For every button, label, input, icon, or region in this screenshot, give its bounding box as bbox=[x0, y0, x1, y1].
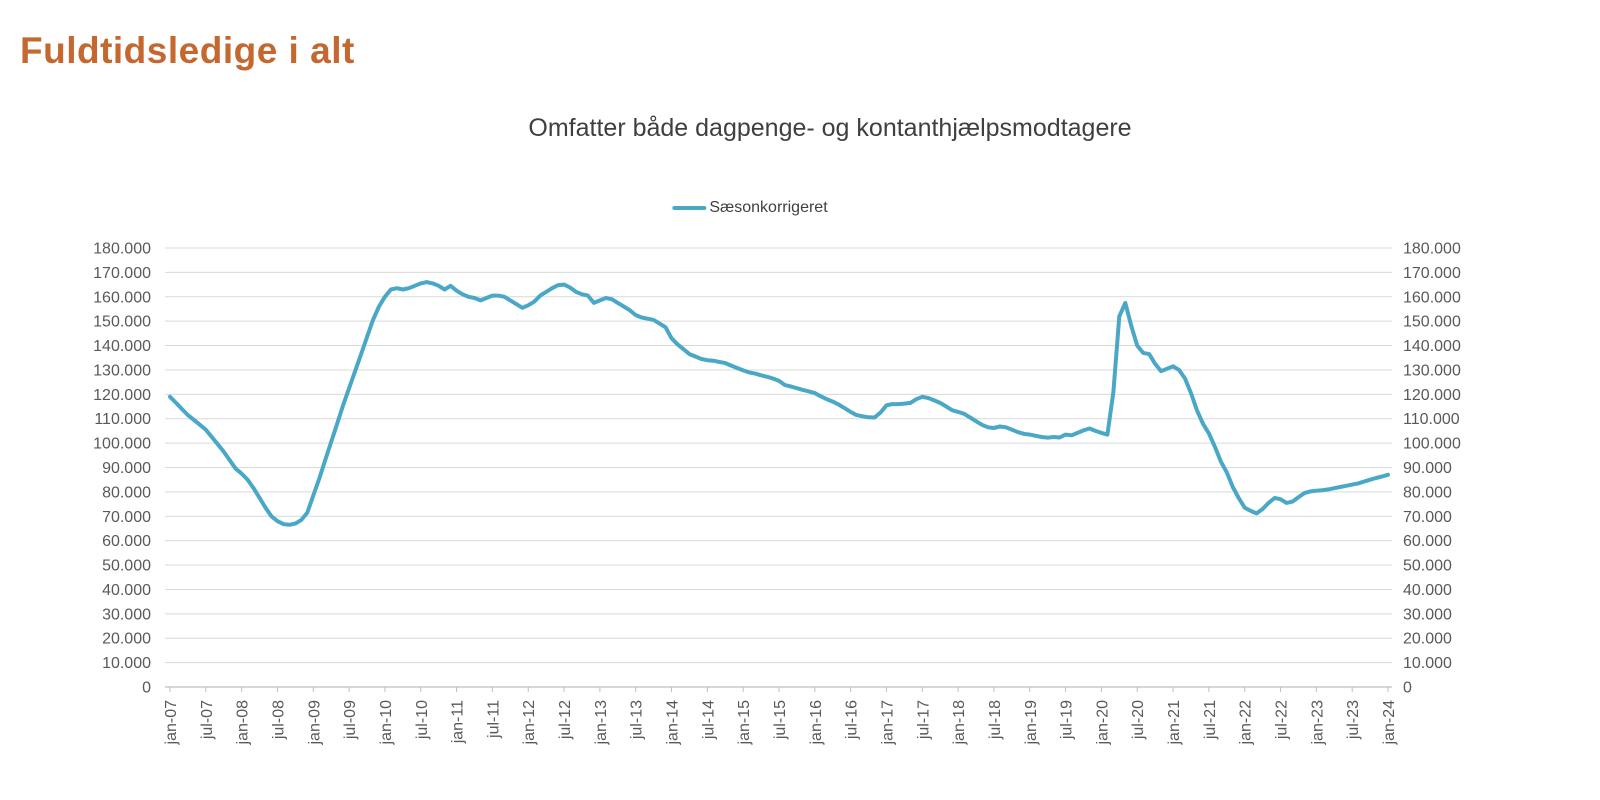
y-axis-label-left: 120.000 bbox=[93, 387, 151, 404]
y-axis-label-right: 70.000 bbox=[1403, 509, 1452, 526]
series-line-saesonkorrigeret bbox=[168, 280, 1390, 527]
x-axis-label: jan-22 bbox=[1238, 700, 1255, 746]
x-axis-label: jan-21 bbox=[1166, 700, 1183, 746]
legend: Sæsonkorrigeret bbox=[672, 199, 828, 217]
y-axis-label-right: 90.000 bbox=[1403, 460, 1452, 477]
y-axis-label-left: 0 bbox=[142, 680, 151, 697]
x-axis-label: jan-08 bbox=[235, 700, 252, 746]
page-title: Fuldtidsledige i alt bbox=[20, 30, 355, 71]
y-axis-label-right: 10.000 bbox=[1403, 655, 1452, 672]
x-axis-label: jul-07 bbox=[199, 700, 216, 740]
y-axis-label-left: 40.000 bbox=[102, 582, 151, 599]
y-axis-label-right: 0 bbox=[1403, 680, 1412, 697]
x-axis-label: jan-09 bbox=[306, 700, 323, 746]
y-axis-label-right: 20.000 bbox=[1403, 631, 1452, 648]
y-axis-label-right: 180.000 bbox=[1403, 241, 1461, 258]
y-axis-label-left: 130.000 bbox=[93, 362, 151, 379]
x-axis-label: jul-11 bbox=[485, 700, 502, 739]
x-axis-label: jul-12 bbox=[557, 700, 574, 740]
y-axis-label-left: 170.000 bbox=[93, 265, 151, 282]
x-axis-label: jan-07 bbox=[163, 700, 180, 746]
x-axis-label: jan-17 bbox=[879, 700, 896, 746]
chart-subtitle: Omfatter både dagpenge- og kontanthjælps… bbox=[528, 114, 1132, 142]
x-axis-label: jul-18 bbox=[987, 700, 1004, 740]
x-axis-label: jan-12 bbox=[521, 700, 538, 746]
x-axis-label: jan-16 bbox=[808, 700, 825, 746]
y-axis-label-right: 50.000 bbox=[1403, 558, 1452, 575]
y-axis-label-left: 90.000 bbox=[102, 460, 151, 477]
y-axis-label-right: 130.000 bbox=[1403, 362, 1461, 379]
y-axis-label-right: 140.000 bbox=[1403, 338, 1461, 355]
x-axis-label: jul-09 bbox=[342, 700, 359, 740]
x-axis-label: jan-20 bbox=[1094, 700, 1111, 746]
x-axis-label: jan-15 bbox=[736, 700, 753, 746]
y-axis-label-left: 180.000 bbox=[93, 241, 151, 258]
legend-line-swatch-icon bbox=[672, 206, 707, 210]
y-axis-label-right: 100.000 bbox=[1403, 436, 1461, 453]
y-axis-label-right: 160.000 bbox=[1403, 289, 1461, 306]
x-axis-label: jul-17 bbox=[915, 700, 932, 740]
y-axis-label-left: 60.000 bbox=[102, 533, 151, 550]
y-axis-label-right: 110.000 bbox=[1403, 411, 1460, 428]
y-axis-label-left: 140.000 bbox=[93, 338, 151, 355]
x-axis-label: jan-19 bbox=[1023, 700, 1040, 746]
x-axis-label: jul-23 bbox=[1345, 700, 1362, 740]
y-axis-label-left: 20.000 bbox=[102, 631, 151, 648]
y-axis-label-right: 150.000 bbox=[1403, 314, 1461, 331]
x-axis-label: jan-11 bbox=[450, 700, 467, 744]
x-axis-label: jul-21 bbox=[1202, 700, 1219, 740]
y-axis-label-left: 30.000 bbox=[102, 606, 151, 623]
y-axis-label-left: 160.000 bbox=[93, 289, 151, 306]
x-axis-label: jul-14 bbox=[700, 700, 717, 740]
y-axis-label-right: 40.000 bbox=[1403, 582, 1452, 599]
y-axis-label-right: 80.000 bbox=[1403, 484, 1452, 501]
y-axis-label-left: 150.000 bbox=[93, 314, 151, 331]
y-axis-label-right: 60.000 bbox=[1403, 533, 1452, 550]
x-axis-label: jul-13 bbox=[629, 700, 646, 740]
x-axis-label: jul-19 bbox=[1059, 700, 1076, 740]
y-axis-label-right: 170.000 bbox=[1403, 265, 1461, 282]
y-axis-label-left: 50.000 bbox=[102, 558, 151, 575]
y-axis-label-left: 10.000 bbox=[102, 655, 151, 672]
y-axis-label-left: 80.000 bbox=[102, 484, 151, 501]
y-axis-label-right: 30.000 bbox=[1403, 606, 1452, 623]
x-axis-label: jan-14 bbox=[665, 700, 682, 746]
x-axis-label: jul-15 bbox=[772, 700, 789, 740]
y-axis-label-left: 70.000 bbox=[102, 509, 151, 526]
x-axis-label: jul-10 bbox=[414, 700, 431, 740]
x-axis-label: jul-08 bbox=[270, 700, 287, 740]
x-axis-label: jul-22 bbox=[1274, 700, 1291, 740]
x-axis-label: jan-10 bbox=[378, 700, 395, 746]
y-axis-label-right: 120.000 bbox=[1403, 387, 1461, 404]
y-axis-label-left: 110.000 bbox=[94, 411, 151, 428]
y-axis-label-left: 100.000 bbox=[93, 436, 151, 453]
x-axis-label: jul-16 bbox=[844, 700, 861, 740]
x-axis-label: jan-18 bbox=[951, 700, 968, 746]
x-axis-label: jan-13 bbox=[593, 700, 610, 746]
x-axis-label: jan-23 bbox=[1309, 700, 1326, 746]
legend-label: Sæsonkorrigeret bbox=[709, 199, 828, 216]
x-axis-label: jul-20 bbox=[1130, 700, 1147, 740]
x-axis-label: jan-24 bbox=[1381, 700, 1398, 746]
